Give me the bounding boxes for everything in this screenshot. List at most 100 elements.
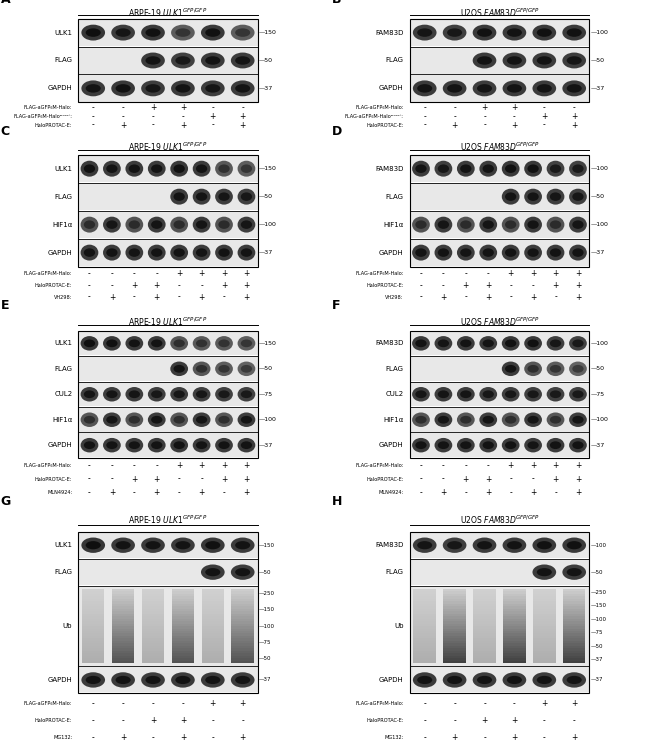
Text: FLAG-aGFP₆M-Haloᴰ¹⁰⁰ᴬ:: FLAG-aGFP₆M-Haloᴰ¹⁰⁰ᴬ:	[14, 113, 72, 119]
Ellipse shape	[412, 161, 430, 177]
Ellipse shape	[434, 438, 452, 452]
Bar	[231, 643, 254, 646]
Text: GAPDH: GAPDH	[379, 249, 404, 256]
Ellipse shape	[240, 221, 252, 229]
Bar	[473, 618, 496, 621]
Text: -: -	[465, 461, 467, 470]
Text: -: -	[92, 733, 95, 742]
Ellipse shape	[569, 413, 587, 427]
Bar	[231, 618, 254, 621]
Text: GAPDH: GAPDH	[47, 85, 72, 91]
Ellipse shape	[111, 25, 135, 41]
Bar	[142, 628, 164, 631]
Text: -: -	[88, 269, 91, 278]
Bar	[202, 596, 224, 599]
Bar	[231, 646, 254, 649]
Bar	[202, 626, 224, 628]
Text: -: -	[420, 293, 423, 302]
Bar	[503, 589, 526, 591]
Bar	[172, 643, 194, 646]
Bar	[503, 651, 526, 653]
Text: GAPDH: GAPDH	[379, 85, 404, 91]
Text: —150: —150	[259, 166, 277, 171]
Ellipse shape	[457, 413, 474, 427]
Ellipse shape	[482, 339, 494, 347]
Ellipse shape	[569, 245, 587, 261]
Text: FLAG: FLAG	[386, 194, 404, 200]
Bar	[413, 655, 436, 658]
Ellipse shape	[196, 390, 207, 398]
Ellipse shape	[413, 25, 437, 41]
Text: -: -	[423, 112, 426, 121]
Text: -: -	[483, 112, 486, 121]
Bar	[473, 621, 496, 624]
Ellipse shape	[572, 416, 584, 423]
Bar	[533, 648, 556, 651]
Ellipse shape	[237, 387, 255, 401]
Text: FLAG-aGFP₆M-Halo:: FLAG-aGFP₆M-Halo:	[24, 701, 72, 705]
Text: —50: —50	[591, 194, 604, 199]
Bar	[142, 609, 164, 611]
Text: -: -	[155, 269, 158, 278]
Bar	[533, 641, 556, 643]
Ellipse shape	[527, 221, 539, 229]
Text: -: -	[442, 475, 445, 484]
Bar	[563, 593, 586, 596]
Bar	[202, 593, 224, 596]
Text: +: +	[239, 733, 246, 742]
Text: —37: —37	[591, 657, 603, 662]
Ellipse shape	[567, 84, 582, 93]
Bar	[533, 655, 556, 658]
Text: +: +	[198, 488, 205, 497]
Text: E: E	[1, 299, 9, 312]
Bar	[112, 636, 135, 638]
Text: +: +	[552, 475, 559, 484]
Ellipse shape	[129, 221, 140, 229]
Text: +: +	[239, 121, 246, 129]
Text: +: +	[239, 699, 246, 708]
Bar	[78, 19, 257, 46]
Text: C: C	[1, 125, 10, 138]
Ellipse shape	[447, 29, 462, 37]
Ellipse shape	[434, 413, 452, 427]
Ellipse shape	[141, 80, 165, 96]
Bar	[231, 651, 254, 653]
Bar	[503, 624, 526, 626]
Bar	[142, 638, 164, 641]
Bar	[231, 614, 254, 616]
Ellipse shape	[572, 221, 584, 229]
Ellipse shape	[215, 387, 233, 401]
Ellipse shape	[502, 52, 526, 69]
Bar	[112, 618, 135, 621]
Bar	[473, 636, 496, 638]
Ellipse shape	[81, 161, 98, 177]
Bar	[112, 626, 135, 628]
Bar	[473, 589, 496, 591]
Text: +: +	[552, 269, 559, 278]
Text: HIF1α: HIF1α	[52, 222, 72, 228]
Text: FLAG: FLAG	[386, 569, 404, 575]
Ellipse shape	[417, 541, 432, 550]
Ellipse shape	[417, 676, 432, 684]
Text: FLAG: FLAG	[55, 57, 72, 64]
Text: -: -	[92, 103, 95, 112]
Ellipse shape	[176, 676, 190, 684]
Text: +: +	[571, 112, 577, 121]
Ellipse shape	[205, 568, 220, 576]
Ellipse shape	[527, 339, 539, 347]
Text: —75: —75	[259, 640, 272, 645]
Ellipse shape	[415, 416, 426, 423]
Text: +: +	[120, 733, 126, 742]
Text: +: +	[552, 461, 559, 470]
Bar	[142, 631, 164, 634]
Bar	[172, 621, 194, 624]
Bar	[231, 609, 254, 611]
Bar	[112, 651, 135, 653]
Bar	[202, 601, 224, 604]
Bar	[443, 634, 466, 636]
Bar	[443, 616, 466, 618]
Bar	[231, 591, 254, 594]
Bar	[563, 601, 586, 604]
Bar	[413, 591, 436, 594]
Ellipse shape	[547, 361, 564, 376]
